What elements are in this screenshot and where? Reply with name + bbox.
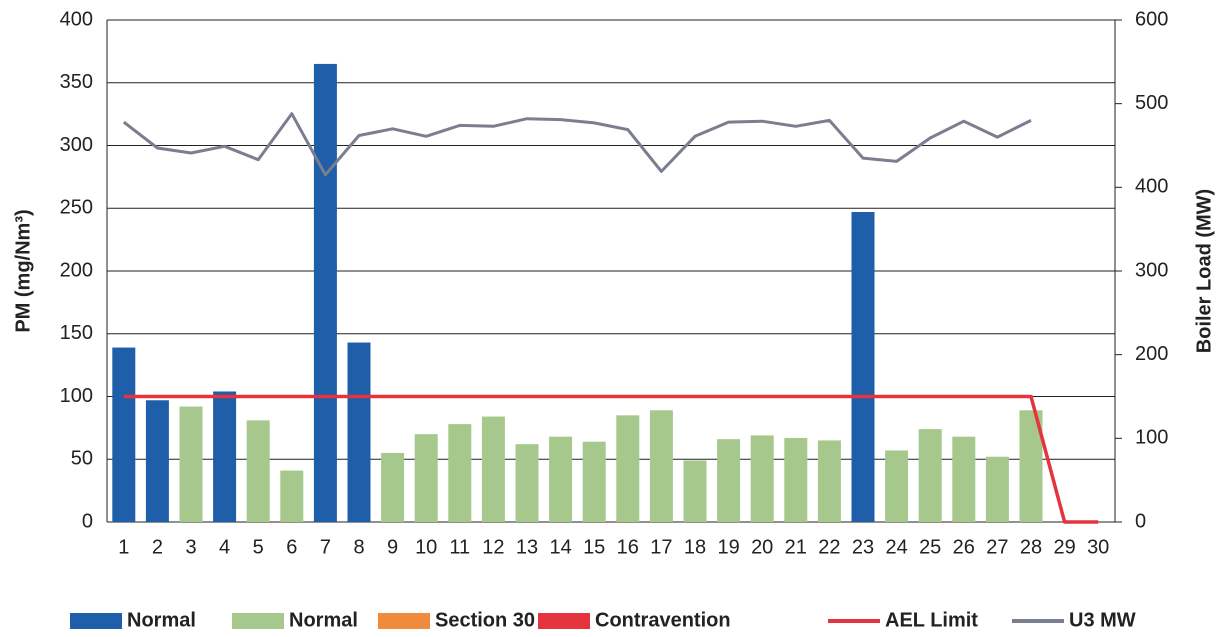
y-tick-label: 50 <box>71 448 93 470</box>
line-series <box>122 112 1032 177</box>
x-tick-label: 29 <box>1053 536 1075 558</box>
x-tick-label: 19 <box>717 536 739 558</box>
x-tick-label: 16 <box>617 536 639 558</box>
y-axis-label: PM (mg/Nm³) <box>12 209 34 332</box>
x-tick-label: 8 <box>353 536 364 558</box>
y-tick-label: 0 <box>82 510 93 532</box>
bar <box>481 416 505 522</box>
x-tick-label: 9 <box>387 536 398 558</box>
bar <box>885 450 909 522</box>
bar <box>515 444 539 522</box>
y-tick-label: 200 <box>60 259 93 281</box>
bar <box>448 424 472 522</box>
y2-tick-label: 600 <box>1135 8 1168 30</box>
x-tick-label: 17 <box>650 536 672 558</box>
y2-tick-label: 300 <box>1135 259 1168 281</box>
bar <box>851 212 875 522</box>
bar <box>112 347 136 522</box>
x-tick-label: 4 <box>219 536 230 558</box>
bar <box>649 410 673 522</box>
bar <box>616 415 640 522</box>
bar <box>549 436 573 522</box>
x-tick-label: 22 <box>818 536 840 558</box>
bar <box>985 456 1009 522</box>
x-tick-label: 24 <box>885 536 907 558</box>
bar <box>1019 410 1043 522</box>
legend-label: U3 MW <box>1069 609 1136 631</box>
legend-swatch <box>232 613 284 629</box>
x-tick-label: 10 <box>415 536 437 558</box>
x-tick-label: 28 <box>1020 536 1042 558</box>
x-tick-label: 23 <box>852 536 874 558</box>
x-tick-label: 15 <box>583 536 605 558</box>
bar <box>280 470 304 522</box>
legend-label: Section 30 <box>435 609 535 631</box>
y-tick-label: 250 <box>60 197 93 219</box>
x-tick-label: 3 <box>185 536 196 558</box>
x-tick-label: 5 <box>253 536 264 558</box>
bar <box>784 437 808 522</box>
x-tick-label: 25 <box>919 536 941 558</box>
bar <box>582 441 606 522</box>
bar <box>246 420 270 522</box>
x-tick-label: 13 <box>516 536 538 558</box>
y-tick-label: 350 <box>60 71 93 93</box>
legend-swatch <box>378 613 430 629</box>
line-series <box>123 394 1099 524</box>
x-tick-label: 20 <box>751 536 773 558</box>
bar <box>145 400 169 522</box>
y-tick-label: 400 <box>60 8 93 30</box>
bar <box>414 434 438 522</box>
bar <box>381 452 405 522</box>
x-tick-label: 14 <box>549 536 571 558</box>
legend-label: AEL Limit <box>885 609 978 631</box>
bar <box>683 460 707 522</box>
bar <box>750 435 774 522</box>
x-tick-label: 7 <box>320 536 331 558</box>
bar <box>313 63 337 523</box>
x-tick-label: 12 <box>482 536 504 558</box>
bar <box>213 391 237 522</box>
y2-tick-label: 0 <box>1135 510 1146 532</box>
x-tick-label: 2 <box>152 536 163 558</box>
bar <box>817 440 841 522</box>
y2-tick-label: 100 <box>1135 427 1168 449</box>
bar <box>717 439 741 522</box>
legend-swatch <box>538 613 590 629</box>
y2-axis-label: Boiler Load (MW) <box>1193 189 1215 353</box>
legend-swatch <box>70 613 122 629</box>
x-tick-label: 6 <box>286 536 297 558</box>
bar <box>952 436 976 522</box>
x-tick-label: 30 <box>1087 536 1109 558</box>
legend-label: Contravention <box>595 609 731 631</box>
y-tick-label: 150 <box>60 322 93 344</box>
y2-tick-label: 500 <box>1135 92 1168 114</box>
x-tick-label: 26 <box>953 536 975 558</box>
y-tick-label: 100 <box>60 385 93 407</box>
bar <box>918 429 942 522</box>
legend-label: Normal <box>127 609 196 631</box>
x-tick-label: 21 <box>785 536 807 558</box>
x-tick-label: 11 <box>449 536 470 558</box>
x-tick-label: 18 <box>684 536 706 558</box>
bar <box>347 342 371 522</box>
y2-tick-label: 400 <box>1135 176 1168 198</box>
x-tick-label: 1 <box>118 536 129 558</box>
x-tick-label: 27 <box>986 536 1008 558</box>
y-tick-label: 300 <box>60 134 93 156</box>
y2-tick-label: 200 <box>1135 343 1168 365</box>
legend-label: Normal <box>289 609 358 631</box>
bar <box>179 406 203 522</box>
